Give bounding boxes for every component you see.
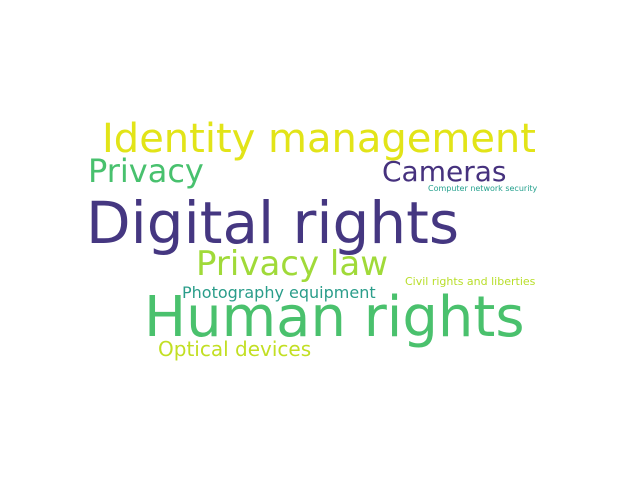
word-digital-rights: Digital rights <box>86 189 460 257</box>
word-human-rights: Human rights <box>144 285 525 350</box>
word-photography-equipment: Photography equipment <box>182 283 376 302</box>
word-privacy-law: Privacy law <box>196 244 388 284</box>
word-cameras: Cameras <box>382 155 507 188</box>
word-civil-rights-and-liberties: Civil rights and liberties <box>405 275 536 288</box>
word-computer-network-security: Computer network security <box>428 184 538 193</box>
word-identity-management: Identity management <box>102 116 536 162</box>
word-optical-devices: Optical devices <box>158 337 312 361</box>
word-privacy: Privacy <box>88 152 204 190</box>
